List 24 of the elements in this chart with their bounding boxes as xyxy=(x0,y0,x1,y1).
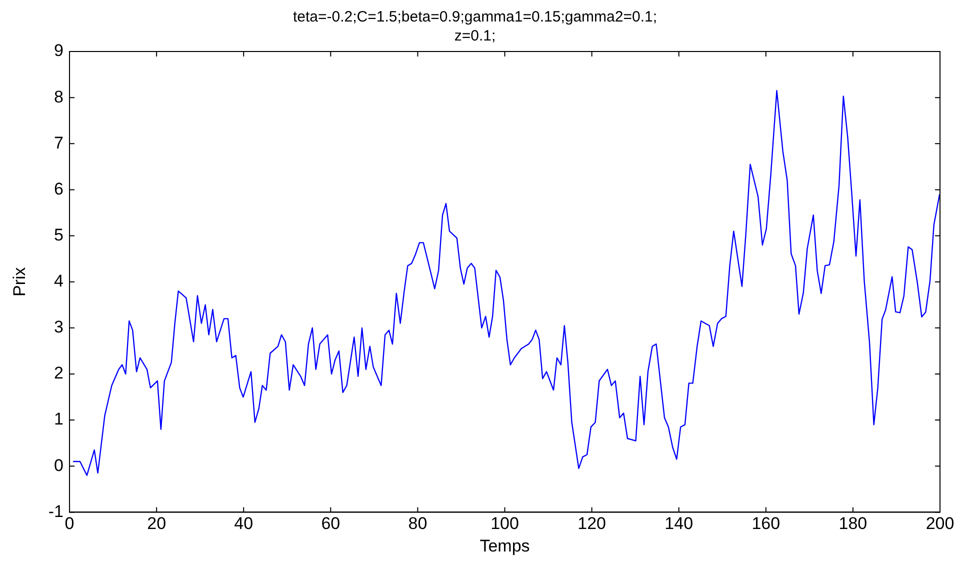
x-tick-label: 120 xyxy=(578,514,606,534)
x-tick-label: 60 xyxy=(321,514,340,534)
y-axis-title: Prix xyxy=(10,266,29,296)
y-tick-label: 0 xyxy=(54,456,64,475)
x-tick-label: 140 xyxy=(664,514,694,534)
x-tick-label: 160 xyxy=(752,514,780,534)
x-tick-label: 80 xyxy=(408,514,428,534)
y-tick-label: 9 xyxy=(54,41,64,60)
x-tick-label: 40 xyxy=(234,514,254,534)
x-axis-title: Temps xyxy=(480,536,530,556)
chart-title: teta=-0.2;C=1.5;beta=0.9;gamma1=0.15;gamma2=0.1; z=0.1; xyxy=(293,8,657,44)
y-tick-label: 5 xyxy=(54,225,64,244)
x-tick-label: 100 xyxy=(490,514,519,534)
y-tick-label: 8 xyxy=(54,87,64,106)
y-tick-label: -1 xyxy=(48,502,64,521)
y-tick-label: 2 xyxy=(54,364,64,383)
y-tick-label: 4 xyxy=(54,272,64,291)
x-tick-label: 20 xyxy=(147,514,166,534)
x-tick-label: 200 xyxy=(926,514,954,534)
y-tick-label: 3 xyxy=(54,318,64,337)
y-tick-label: 6 xyxy=(54,179,64,198)
x-tick-label: 180 xyxy=(838,514,868,534)
y-tick-label: 1 xyxy=(54,410,64,429)
y-tick-label: 7 xyxy=(54,133,64,152)
